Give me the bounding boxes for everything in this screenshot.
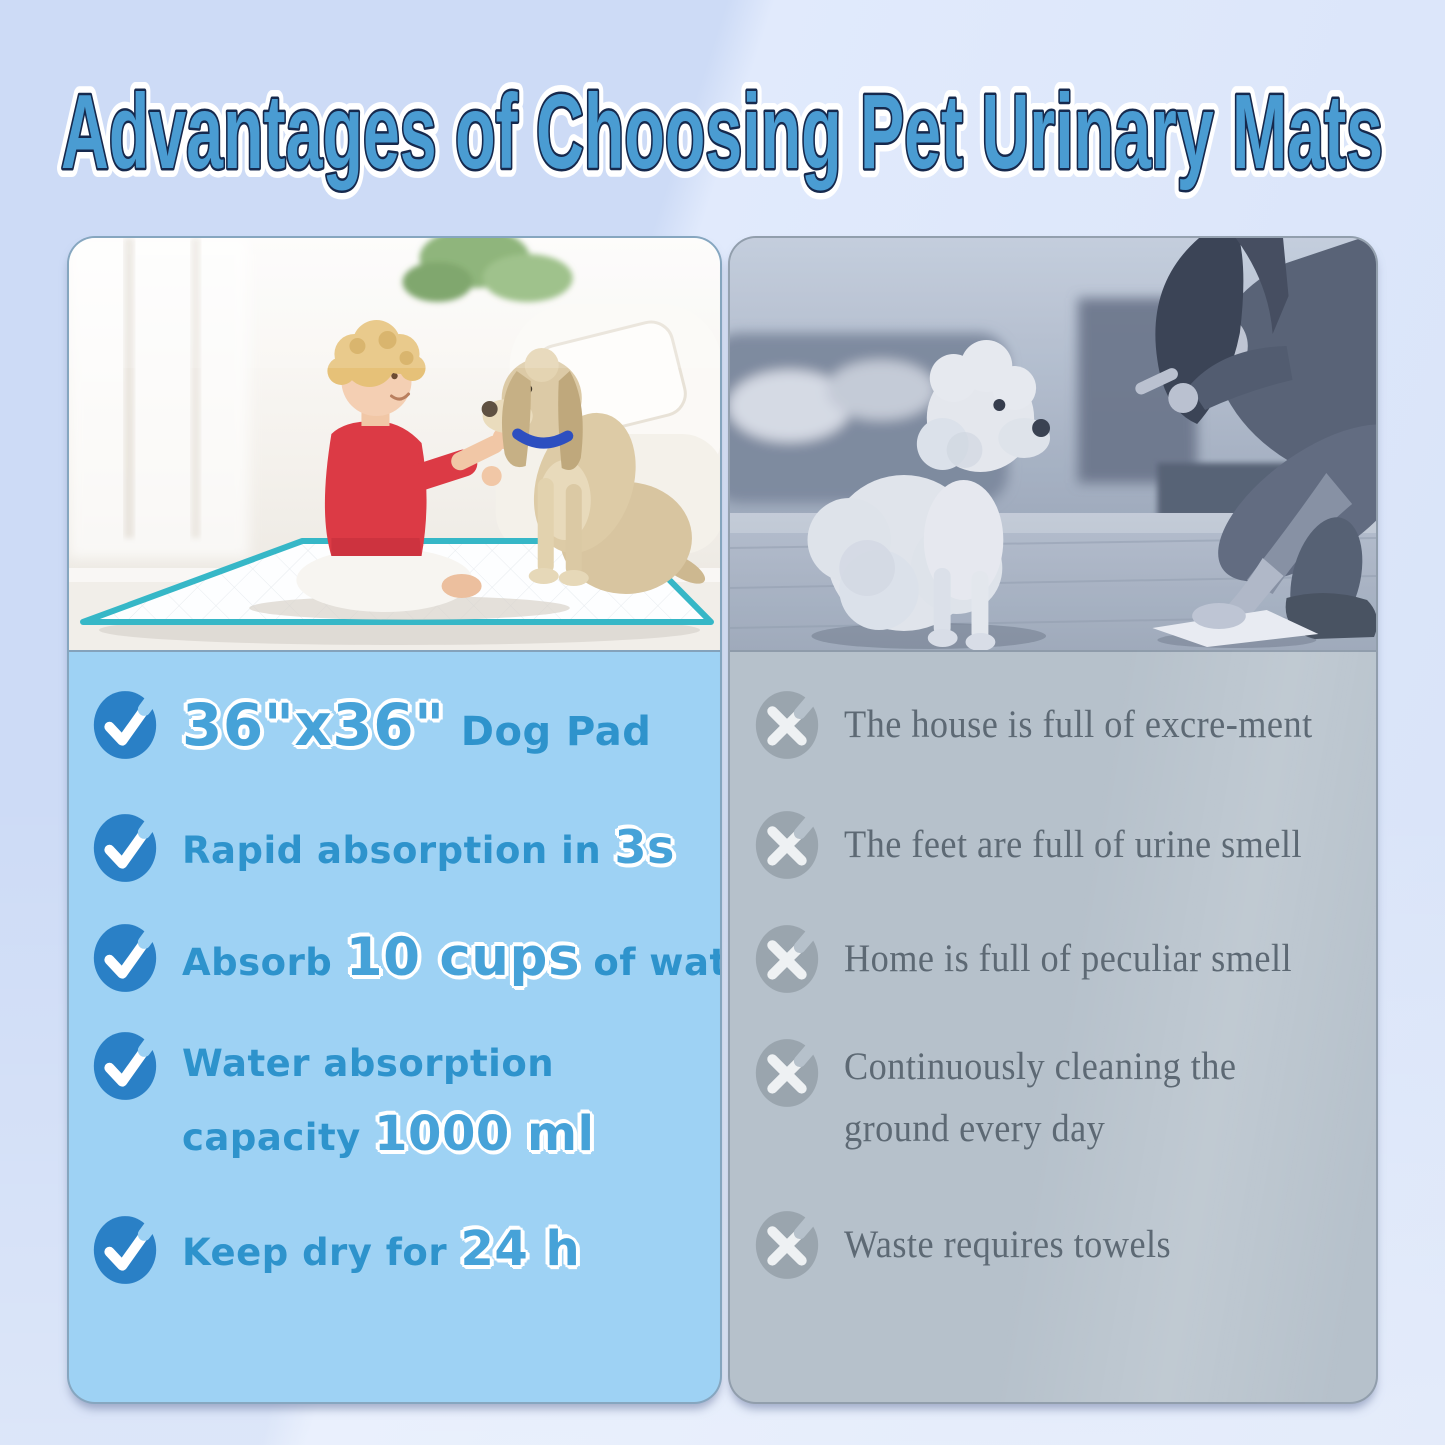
problem-label: The feet are full of urine smell: [844, 822, 1302, 866]
problem-label: The house is full of excre-ment: [844, 702, 1313, 746]
x-icon: [755, 691, 819, 759]
benefit-item-size: 36"x36" Dog Pad: [92, 688, 651, 762]
check-icon: [93, 812, 158, 882]
check-icon: [93, 922, 158, 992]
benefit-value: 1000 ml: [374, 1106, 595, 1162]
problem-line-2: ground every day: [844, 1098, 1236, 1160]
benefits-panel: 36"x36" Dog Pad Rapid absorption in 3s Ab…: [67, 236, 722, 1404]
problem-label: Home is full of peculiar smell: [844, 936, 1293, 980]
check-icon: [93, 1214, 158, 1284]
problem-text: Waste requires towels: [844, 1222, 1172, 1267]
photo-child-with-dog-on-pad: [69, 238, 720, 652]
benefit-label: Dog Pad: [460, 708, 652, 755]
page-title: Advantages of Choosing Pet Urinary Mats …: [52, 64, 1392, 200]
problem-item-peculiar-smell: Home is full of peculiar smell: [754, 922, 1326, 996]
benefit-value: 10 cups: [345, 927, 581, 989]
benefit-label: Keep dry for: [182, 1231, 461, 1275]
benefit-text: 36"x36" Dog Pad: [182, 690, 652, 759]
check-icon: [93, 1030, 158, 1100]
problem-text: The house is full of excre-ment: [844, 702, 1313, 747]
problem-item-cleaning: Continuously cleaning the ground every d…: [754, 1036, 1266, 1160]
benefit-text: Rapid absorption in 3s: [182, 820, 675, 875]
problem-label: Waste requires towels: [844, 1222, 1172, 1266]
benefit-item-absorb-cups: Absorb 10 cups of water: [92, 921, 720, 995]
x-icon: [755, 1211, 819, 1279]
problem-item-urine-smell: The feet are full of urine smell: [754, 808, 1336, 882]
problem-text: The feet are full of urine smell: [844, 822, 1302, 867]
benefit-label: Rapid absorption in: [182, 829, 615, 873]
benefit-value: 3s: [614, 820, 675, 875]
cleaning-towel: [1152, 610, 1319, 647]
problem-label: Continuously cleaning the: [844, 1045, 1237, 1088]
white-dog-figure: [807, 340, 1051, 650]
benefit-text: Absorb 10 cups of water: [182, 927, 720, 989]
problem-text: Home is full of peculiar smell: [844, 936, 1293, 981]
woman-cleaning-illustration: [730, 238, 1376, 650]
check-icon: [93, 689, 158, 759]
boy-hair-shade: [349, 331, 414, 365]
puppy-figure: [481, 348, 706, 594]
benefit-text: Keep dry for 24 h: [182, 1221, 581, 1278]
x-icon: [755, 925, 819, 993]
woman-figure: [1135, 238, 1376, 648]
benefits-list: 36"x36" Dog Pad Rapid absorption in 3s Ab…: [69, 652, 720, 1402]
benefit-value: 24 h: [460, 1221, 581, 1278]
benefit-value: 36"x36": [182, 690, 445, 759]
problems-list: The house is full of excre-ment The feet…: [730, 652, 1376, 1402]
problem-text: Continuously cleaning the ground every d…: [844, 1036, 1236, 1160]
problem-line-1: Continuously cleaning the: [844, 1036, 1236, 1098]
benefit-item-absorption-speed: Rapid absorption in 3s: [92, 811, 675, 885]
problem-item-excrement: The house is full of excre-ment: [754, 688, 1348, 762]
benefit-line-1: Water absorption: [182, 1029, 594, 1099]
problems-panel: The house is full of excre-ment The feet…: [728, 236, 1378, 1404]
x-icon: [755, 811, 819, 879]
boy-figure: [296, 320, 515, 612]
benefit-text: Water absorption capacity 1000 ml: [182, 1029, 594, 1173]
benefit-item-capacity: Water absorption capacity 1000 ml: [92, 1029, 594, 1173]
benefit-label: Water absorption: [182, 1042, 555, 1085]
benefit-label: Absorb: [182, 941, 346, 985]
photo-woman-cleaning-floor: [730, 238, 1376, 652]
page-title-halo: Advantages of Choosing Pet Urinary Mats: [61, 73, 1383, 191]
child-dog-illustration: [69, 238, 720, 650]
dog-collar: [512, 428, 574, 449]
page-title-text: Advantages of Choosing Pet Urinary Mats: [61, 73, 1383, 191]
benefit-label-2: capacity: [182, 1116, 375, 1159]
x-icon: [755, 1039, 819, 1107]
benefit-label-2: of water: [593, 941, 720, 985]
problem-label-2: ground every day: [844, 1107, 1106, 1150]
benefit-item-keep-dry: Keep dry for 24 h: [92, 1213, 580, 1287]
plant: [402, 238, 573, 302]
benefit-line-2: capacity 1000 ml: [182, 1099, 594, 1173]
problem-item-towels: Waste requires towels: [754, 1208, 1196, 1282]
